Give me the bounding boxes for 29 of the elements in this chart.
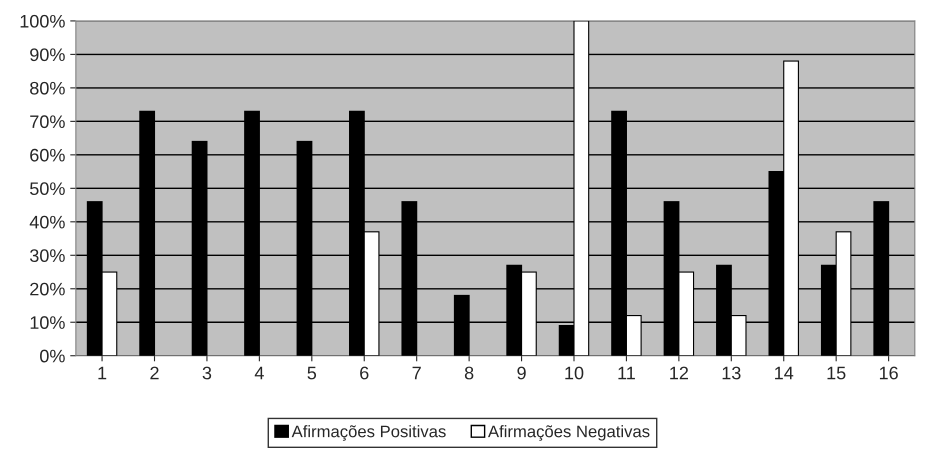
x-tick-label: 10 (565, 366, 584, 380)
x-tick-label: 13 (722, 366, 741, 380)
legend-label: Afirmações Negativas (488, 425, 650, 441)
x-tick-label: 12 (670, 366, 688, 380)
x-tick-label: 9 (517, 366, 526, 380)
x-tick-label: 4 (254, 366, 264, 380)
legend-label: Afirmações Positivas (292, 425, 446, 441)
x-tick-label: 8 (464, 366, 474, 380)
x-tick-label: 15 (828, 366, 846, 380)
y-tick-label: 50% (30, 182, 65, 196)
x-tick-label: 14 (775, 366, 794, 380)
x-tick-label: 2 (150, 366, 159, 380)
y-tick-label: 60% (30, 148, 65, 162)
x-tick-label: 11 (618, 366, 635, 380)
y-tick-label: 20% (30, 282, 65, 296)
y-tick-label: 30% (30, 249, 65, 262)
y-tick-label: 10% (30, 316, 65, 329)
x-tick-label: 16 (880, 366, 898, 380)
y-tick-label: 100% (20, 14, 65, 28)
x-tick-label: 5 (308, 366, 316, 380)
y-tick-label: 90% (30, 48, 65, 62)
x-tick-label: 1 (98, 366, 106, 380)
x-tick-label: 7 (412, 366, 421, 380)
y-tick-label: 40% (30, 216, 65, 229)
x-tick-label: 6 (360, 366, 368, 380)
y-tick-label: 0% (40, 350, 65, 362)
x-tick-label: 3 (202, 366, 212, 380)
y-tick-label: 70% (30, 115, 65, 128)
y-tick-label: 80% (30, 82, 65, 95)
